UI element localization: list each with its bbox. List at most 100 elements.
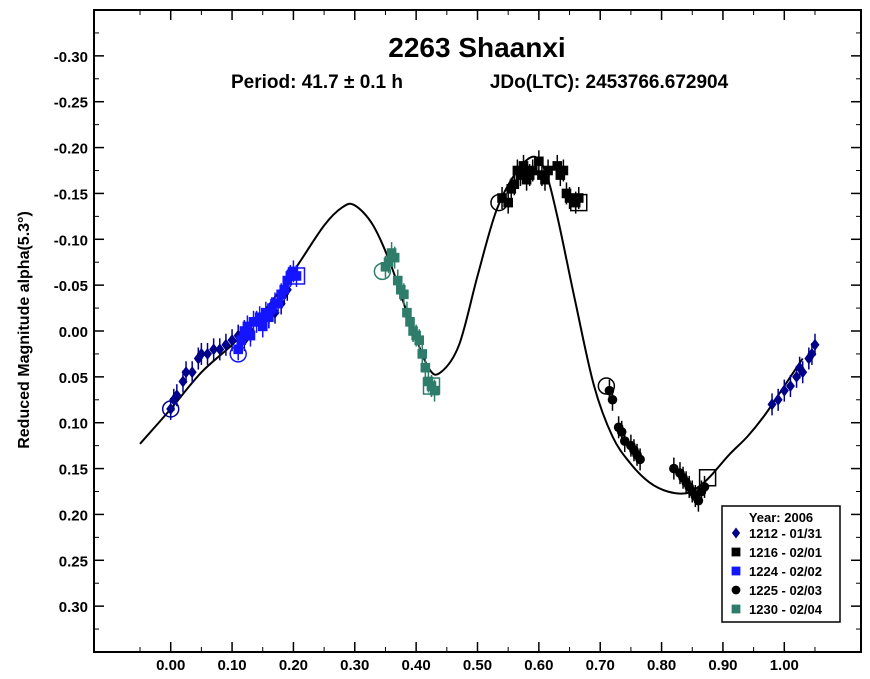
open-square-marker xyxy=(569,193,588,212)
data-point-1224-02-02 xyxy=(264,312,274,323)
data-point-1224-02-02 xyxy=(291,271,302,281)
data-point-1216-02-01 xyxy=(564,193,575,203)
data-point-1224-02-02 xyxy=(236,335,247,345)
y-axis-ticks: -0.30 -0.25 -0.20 -0.15 -0.10 -0.05 0.00 0.05 0.… xyxy=(54,32,861,630)
data-point-1224-02-02 xyxy=(242,321,253,332)
y-tick-label: -0.30 xyxy=(54,49,88,66)
data-point-1216-02-01 xyxy=(515,170,526,180)
y-tick-label: 0.25 xyxy=(59,553,88,570)
y-axis-label: Reduced Magnitude alpha(5.3°) xyxy=(16,211,33,449)
data-point-1212-01-31 xyxy=(166,402,176,415)
data-point-1230-02-04 xyxy=(402,307,412,318)
legend-label: 1230 - 02/04 xyxy=(749,602,823,617)
data-point-1212-01-31 xyxy=(172,389,182,402)
data-point-1224-02-02 xyxy=(279,284,290,295)
y-tick-label: 0.10 xyxy=(59,416,88,433)
open-square-marker xyxy=(422,377,441,395)
legend: Year: 2006 1212 - 01/31 1216 - 02/01 1224 … xyxy=(721,505,841,623)
chart-jdo: JDo(LTC): 2453766.672904 xyxy=(490,72,729,93)
y-tick-label: -0.20 xyxy=(54,141,88,158)
data-point-1224-02-02 xyxy=(257,321,268,332)
data-point-1224-02-02 xyxy=(273,298,283,309)
legend-title: Year: 2006 xyxy=(749,510,813,525)
legend-marker xyxy=(731,566,741,576)
y-tick-label: 0.20 xyxy=(59,507,88,524)
y-tick-label: 0.05 xyxy=(59,370,88,387)
legend-box xyxy=(721,505,841,623)
legend-label: 1224 - 02/02 xyxy=(749,564,822,579)
data-point-1224-02-02 xyxy=(245,330,256,341)
data-point-1212-01-31 xyxy=(209,343,219,356)
data-point-1212-01-31 xyxy=(807,347,817,360)
data-point-1212-01-31 xyxy=(227,334,237,347)
data-point-1216-02-01 xyxy=(497,193,507,203)
data-point-1230-02-04 xyxy=(414,335,425,345)
data-point-1230-02-04 xyxy=(389,252,400,263)
legend-items: 1212 - 01/31 1216 - 02/01 1224 - 02/02 1225… xyxy=(731,526,823,617)
y-tick-label: -0.15 xyxy=(54,186,88,203)
data-point-1216-02-01 xyxy=(552,161,563,171)
data-point-1212-01-31 xyxy=(181,366,191,379)
fit-curve xyxy=(139,155,804,495)
y-tick-label: -0.10 xyxy=(54,232,88,249)
data-point-1230-02-04 xyxy=(399,289,409,300)
x-axis-ticks: 0.00 0.10 0.20 0.30 0.40 0.50 0.60 0.70 0.80 0.90… xyxy=(139,10,816,674)
chart-title: 2263 Shaanxi xyxy=(388,32,565,63)
open-square-marker xyxy=(287,267,306,285)
x-tick-label: 0.60 xyxy=(524,657,553,674)
data-point-1230-02-04 xyxy=(392,275,403,286)
open-circle-marker xyxy=(490,193,508,212)
data-point-1225-02-03 xyxy=(607,394,618,405)
y-tick-label: 0.30 xyxy=(59,599,88,616)
data-point-1224-02-02 xyxy=(233,344,243,355)
x-tick-label: 0.70 xyxy=(586,657,615,674)
data-point-1212-01-31 xyxy=(196,347,206,360)
data-point-1225-02-03 xyxy=(699,482,710,492)
x-tick-label: 0.90 xyxy=(708,657,737,674)
y-tick-label: 0.00 xyxy=(59,324,88,341)
x-tick-label: 0.10 xyxy=(217,657,246,674)
chart-period: Period: 41.7 ± 0.1 h xyxy=(231,72,403,93)
legend-marker xyxy=(731,527,741,539)
session-start-markers xyxy=(161,193,717,487)
x-tick-label: 0.40 xyxy=(402,657,431,674)
data-point-1225-02-03 xyxy=(635,454,645,465)
data-point-1216-02-01 xyxy=(534,156,544,167)
open-square-marker xyxy=(698,468,717,487)
data-point-1230-02-04 xyxy=(383,257,394,268)
open-circle-marker xyxy=(229,345,247,363)
data-point-1212-01-31 xyxy=(187,366,197,379)
legend-marker xyxy=(731,547,741,557)
data-point-1212-01-31 xyxy=(203,347,213,360)
data-point-1212-01-31 xyxy=(798,366,808,379)
data-point-1212-01-31 xyxy=(178,375,188,388)
x-tick-label: 0.30 xyxy=(340,657,369,674)
y-tick-label: -0.25 xyxy=(54,95,88,112)
x-tick-label: 0.20 xyxy=(279,657,308,674)
data-point-1230-02-04 xyxy=(417,349,428,359)
data-point-1212-01-31 xyxy=(810,338,820,351)
data-point-1224-02-02 xyxy=(254,312,265,323)
data-point-1216-02-01 xyxy=(509,179,520,190)
data-point-1212-01-31 xyxy=(779,384,789,397)
data-point-1230-02-04 xyxy=(405,317,415,327)
x-tick-label: 0.80 xyxy=(647,657,676,674)
data-point-1216-02-01 xyxy=(540,174,550,185)
data-point-1230-02-04 xyxy=(420,362,431,373)
fit-curve-group xyxy=(139,155,804,495)
legend-marker xyxy=(731,604,741,614)
legend-label: 1225 - 02/03 xyxy=(749,583,822,598)
legend-label: 1212 - 01/31 xyxy=(749,526,822,541)
data-point-1230-02-04 xyxy=(429,385,440,396)
legend-marker xyxy=(731,585,741,595)
open-circle-marker xyxy=(373,262,392,281)
data-point-1216-02-01 xyxy=(527,165,538,176)
y-tick-label: -0.05 xyxy=(54,278,88,295)
data-points-group xyxy=(166,150,820,512)
x-tick-label: 0.00 xyxy=(156,657,185,674)
open-circle-marker xyxy=(161,400,180,418)
data-point-1212-01-31 xyxy=(221,338,231,351)
data-point-1216-02-01 xyxy=(503,197,513,208)
data-point-1216-02-01 xyxy=(543,165,553,176)
